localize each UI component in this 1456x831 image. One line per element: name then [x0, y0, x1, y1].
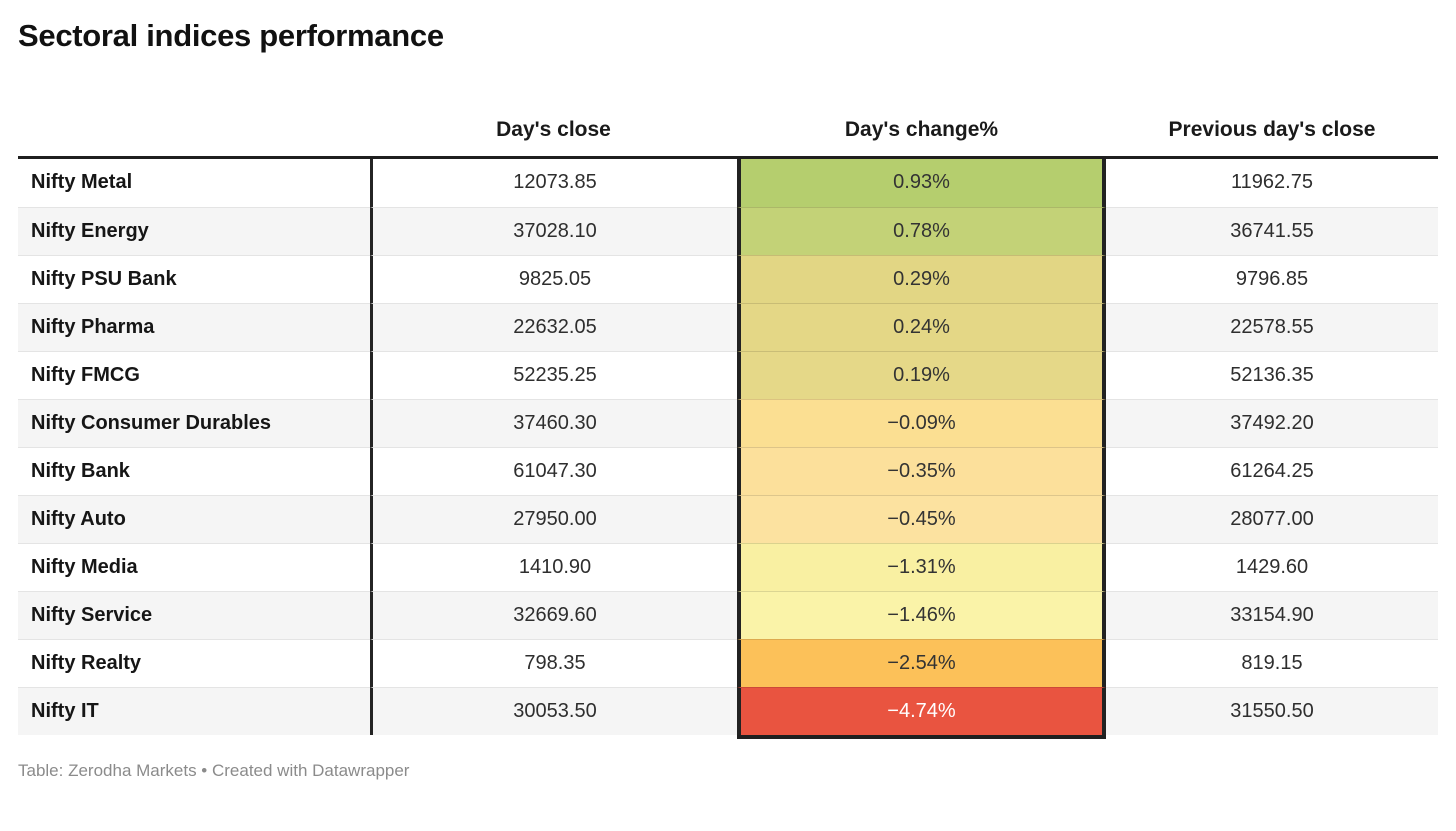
previous-close-value: 28077.00 — [1106, 494, 1438, 543]
days-change-cell: 0.93% — [737, 158, 1106, 207]
previous-close-value: 37492.20 — [1106, 398, 1438, 447]
days-close-value: 12073.85 — [370, 158, 737, 207]
previous-close-value: 11962.75 — [1231, 171, 1313, 194]
days-change-cell: 0.19% — [737, 350, 1106, 399]
previous-close-value: 33154.90 — [1106, 590, 1438, 639]
days-change-cell: −4.74% — [737, 686, 1106, 735]
days-change-cell: 0.78% — [737, 206, 1106, 255]
days-close-value: 9825.05 — [370, 254, 737, 303]
previous-close-value: 36741.55 — [1106, 206, 1438, 255]
days-change-cell: 0.24% — [737, 302, 1106, 351]
days-change-cell: −0.45% — [737, 494, 1106, 543]
table-attribution: Table: Zerodha Markets • Created with Da… — [18, 760, 410, 780]
row-label: Nifty PSU Bank — [18, 254, 370, 303]
days-close-value: 32669.60 — [370, 590, 737, 639]
table-row-nifty-psu-bank: Nifty PSU Bank 9825.05 0.29% 9796.85 — [18, 254, 1438, 303]
row-label: Nifty Energy — [18, 206, 370, 255]
days-change-cell: −2.54% — [737, 638, 1106, 687]
table-row-nifty-pharma: Nifty Pharma 22632.05 0.24% 22578.55 — [18, 302, 1438, 351]
days-close-value: 22632.05 — [370, 302, 737, 351]
days-close-value: 37028.10 — [370, 206, 737, 255]
table-row-nifty-auto: Nifty Auto 27950.00 −0.45% 28077.00 — [18, 494, 1438, 543]
days-close-value: 798.35 — [370, 638, 737, 687]
table-row-nifty-fmcg: Nifty FMCG 52235.25 0.19% 52136.35 — [18, 350, 1438, 399]
previous-close-value: 61264.25 — [1106, 446, 1438, 495]
table-row-nifty-media: Nifty Media 1410.90 −1.31% 1429.60 — [18, 542, 1438, 591]
previous-close-value: 1429.60 — [1106, 542, 1438, 591]
row-label: Nifty Service — [18, 590, 370, 639]
days-change-cell: −0.09% — [737, 398, 1106, 447]
days-close-value: 37460.30 — [370, 398, 737, 447]
row-label: Nifty Metal — [31, 171, 133, 194]
previous-close-value: 819.15 — [1106, 638, 1438, 687]
row-label: Nifty Auto — [18, 494, 370, 543]
table-row-nifty-service: Nifty Service 32669.60 −1.46% 33154.90 — [18, 590, 1438, 639]
header-previous-close: Previous day's close — [1168, 117, 1376, 141]
row-label: Nifty Bank — [18, 446, 370, 495]
table-header-row: Day's close Day's change% Previous day's… — [18, 54, 1438, 156]
previous-close-value: 52136.35 — [1106, 350, 1438, 399]
days-close-value: 27950.00 — [370, 494, 737, 543]
table-row-nifty-it: Nifty IT 30053.50 −4.74% 31550.50 — [18, 686, 1438, 735]
heatmap-column-bottom-border — [737, 734, 1106, 739]
page-title: Sectoral indices performance — [18, 18, 444, 53]
previous-close-value: 31550.50 — [1106, 686, 1438, 735]
days-close-value: 61047.30 — [370, 446, 737, 495]
row-label: Nifty Consumer Durables — [18, 398, 370, 447]
days-close-value: 52235.25 — [370, 350, 737, 399]
table-row-nifty-energy: Nifty Energy 37028.10 0.78% 36741.55 — [18, 206, 1438, 255]
days-change-cell: −1.31% — [737, 542, 1106, 591]
days-close-value: 1410.90 — [370, 542, 737, 591]
days-close-value: 30053.50 — [370, 686, 737, 735]
header-days-close: Day's close — [496, 117, 611, 141]
row-label: Nifty FMCG — [18, 350, 370, 399]
days-change-cell: −1.46% — [737, 590, 1106, 639]
row-label: Nifty IT — [18, 686, 370, 735]
previous-close-value: 22578.55 — [1106, 302, 1438, 351]
table-row-nifty-realty: Nifty Realty 798.35 −2.54% 819.15 — [18, 638, 1438, 687]
table-row-nifty-consumer-durables: Nifty Consumer Durables 37460.30 −0.09% … — [18, 398, 1438, 447]
row-label: Nifty Media — [18, 542, 370, 591]
table-row-nifty-metal: Nifty Metal 12073.85 0.93% 11962.75 — [18, 158, 1438, 207]
days-change-cell: 0.29% — [737, 254, 1106, 303]
previous-close-value: 9796.85 — [1106, 254, 1438, 303]
row-label: Nifty Realty — [18, 638, 370, 687]
days-change-cell: −0.35% — [737, 446, 1106, 495]
table-row-nifty-bank: Nifty Bank 61047.30 −0.35% 61264.25 — [18, 446, 1438, 495]
row-label: Nifty Pharma — [18, 302, 370, 351]
header-days-change: Day's change% — [844, 117, 999, 141]
table-body: Nifty Metal 12073.85 0.93% 11962.75 Nift… — [18, 155, 1438, 739]
datawrapper-table-page: Sectoral indices performance Day's close… — [0, 18, 1456, 781]
